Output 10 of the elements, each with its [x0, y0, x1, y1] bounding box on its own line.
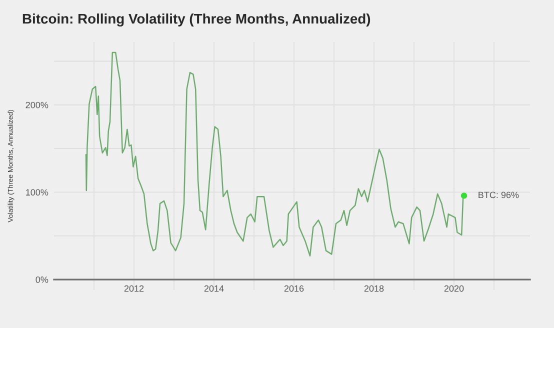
x-tick-label: 2020 — [444, 285, 464, 292]
chart-title: Bitcoin: Rolling Volatility (Three Months, Annualized) — [22, 13, 370, 27]
x-tick-label: 2012 — [124, 285, 144, 292]
x-tick-label: 2014 — [204, 285, 224, 292]
x-tick-label: 2016 — [284, 285, 304, 292]
y-tick-label: 0% — [36, 276, 48, 283]
y-tick-label: 200% — [26, 102, 48, 108]
x-tick-label: 2018 — [364, 285, 384, 292]
annotation: BTC: 96% — [478, 192, 519, 198]
y-tick-label: 100% — [26, 189, 48, 196]
